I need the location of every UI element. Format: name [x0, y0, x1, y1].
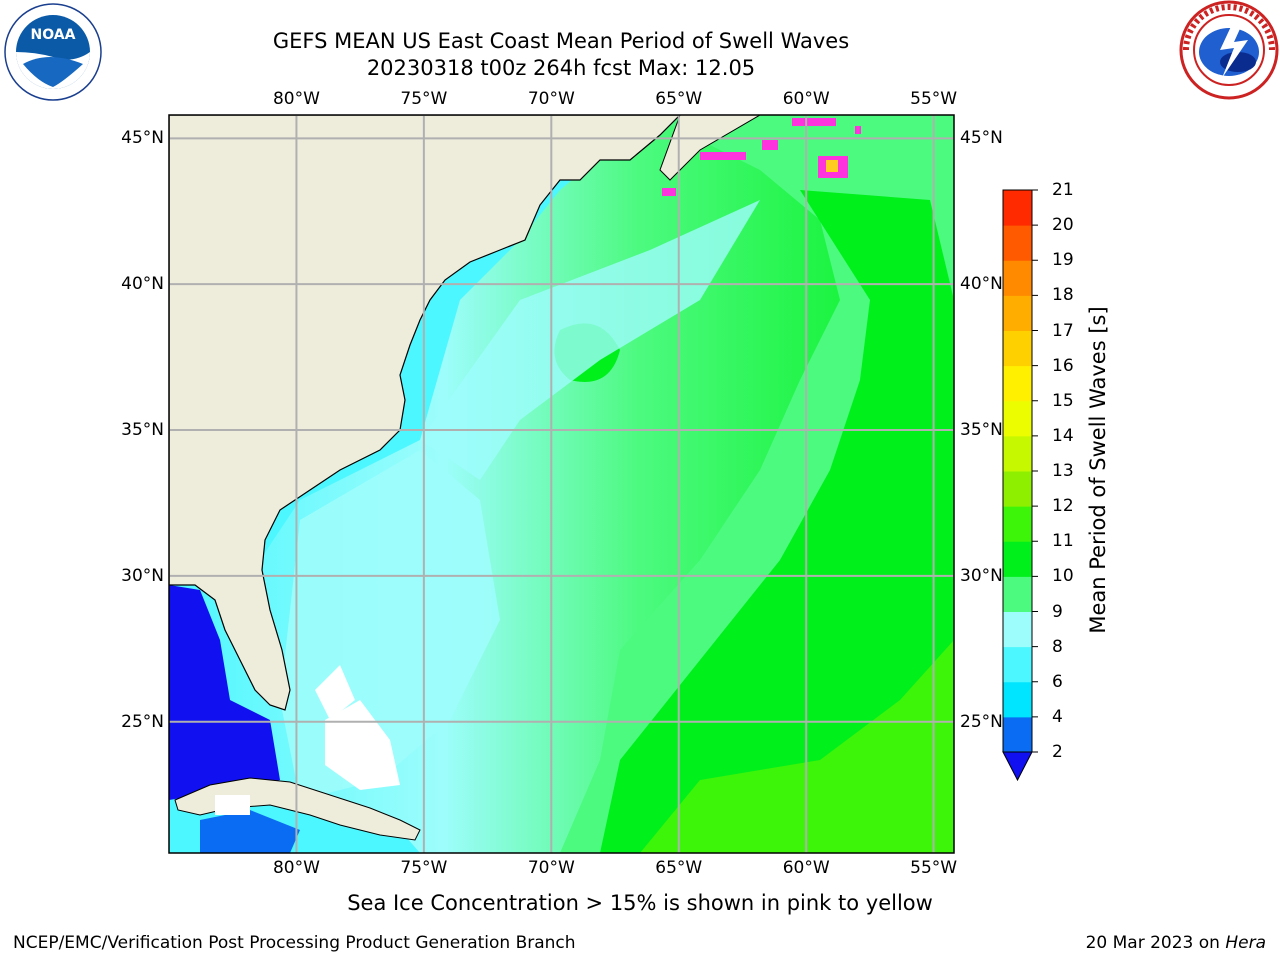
lat-label-left: 30°N [121, 565, 164, 586]
colorbar-segment [1003, 681, 1032, 718]
lon-label-bottom: 70°W [527, 858, 575, 878]
noaa-logo-text: NOAA [31, 27, 76, 43]
colorbar-segment [1003, 330, 1032, 367]
colorbar-tick-label: 8 [1052, 636, 1063, 657]
colorbar-tick-label: 14 [1052, 425, 1074, 446]
graticule [169, 115, 954, 853]
colorbar-segment [1003, 190, 1032, 226]
colorbar-tick-label: 11 [1052, 531, 1074, 552]
colorbar-segment [1003, 506, 1032, 542]
colorbar [1002, 189, 1038, 782]
lat-label-right: 45°N [960, 128, 1003, 149]
lon-label-bottom: 65°W [655, 858, 703, 878]
chart-title: GEFS MEAN US East Coast Mean Period of S… [272, 29, 850, 53]
colorbar-tick-label: 4 [1052, 706, 1063, 727]
colorbar-tick-label: 2 [1052, 742, 1063, 762]
colorbar-tick-label: 15 [1052, 390, 1074, 411]
cuba-coast-void [215, 795, 250, 815]
colorbar-tick-label: 9 [1052, 601, 1063, 622]
land-nova-scotia [659, 115, 761, 181]
swell-period-field [169, 115, 954, 853]
colorbar-segment [1003, 260, 1032, 296]
footer-date-text: 20 Mar 2023 on [1085, 933, 1226, 953]
lat-label-left: 45°N [121, 128, 164, 149]
colorbar-segment [1003, 365, 1032, 402]
nws-logo [1179, 0, 1279, 100]
lat-label-right: 25°N [960, 711, 1003, 732]
colorbar-tick-label: 21 [1052, 180, 1074, 200]
lon-label-bottom: 75°W [400, 858, 448, 878]
colorbar-tick-label: 10 [1052, 566, 1074, 587]
colorbar-segment [1003, 295, 1032, 331]
period-11-12-region [640, 640, 954, 853]
lon-label-bottom: 60°W [782, 858, 830, 878]
colorbar-segment [1003, 541, 1032, 577]
lat-label-right: 35°N [960, 420, 1003, 441]
lon-label-top: 65°W [655, 89, 703, 109]
lat-label-right: 40°N [960, 274, 1003, 295]
noaa-logo: NOAA [4, 3, 102, 101]
colorbar-tick-label: 17 [1052, 320, 1074, 341]
colorbar-segment [1003, 225, 1032, 261]
colorbar-tick-label: 6 [1052, 671, 1063, 692]
footer-credit: NCEP/EMC/Verification Post Processing Pr… [13, 933, 576, 953]
colorbar-under-arrow [1002, 751, 1033, 782]
colorbar-segment [1003, 435, 1032, 472]
lon-label-top: 70°W [527, 89, 575, 109]
lon-label-top: 60°W [782, 89, 830, 109]
colorbar-tick-label: 16 [1052, 355, 1074, 376]
sea-ice-note: Sea Ice Concentration > 15% is shown in … [347, 891, 933, 915]
colorbar-segment [1003, 611, 1032, 648]
colorbar-segment [1003, 716, 1032, 753]
lon-label-top: 75°W [400, 89, 448, 109]
colorbar-tick-label: 18 [1052, 285, 1074, 306]
lon-label-top: 80°W [272, 89, 320, 109]
lon-label-bottom: 80°W [272, 858, 320, 878]
bahamas-bank-north [315, 665, 355, 720]
lat-label-left: 25°N [121, 711, 164, 732]
colorbar-tick-label: 19 [1052, 250, 1074, 271]
lon-label-bottom: 55°W [910, 858, 958, 878]
colorbar-tick-label: 13 [1052, 461, 1074, 481]
period-10-11-region [600, 190, 954, 853]
colorbar-segment [1003, 576, 1032, 612]
colorbar-segment [1003, 400, 1032, 437]
colorbar-segment [1003, 646, 1032, 683]
footer-host: Hera [1225, 933, 1266, 953]
colorbar-tick-label: 20 [1052, 215, 1074, 236]
sea-ice-patches [662, 118, 861, 196]
colorbar-label: Mean Period of Swell Waves [s] [1086, 306, 1110, 634]
map-frame [168, 114, 955, 854]
lat-label-left: 40°N [121, 274, 164, 295]
midband-region-north [420, 200, 760, 480]
caribbean-low [200, 810, 300, 853]
lat-label-right: 30°N [960, 565, 1003, 586]
chart-subtitle: 20230318 t00z 264h fcst Max: 12.05 [366, 56, 756, 80]
colorbar-tick-label: 12 [1052, 496, 1074, 517]
lat-label-left: 35°N [121, 420, 164, 441]
gulf-low-period [169, 585, 280, 810]
footer-date: 20 Mar 2023 on Hera [1086, 933, 1266, 953]
lon-label-top: 55°W [910, 89, 958, 109]
colorbar-segment [1003, 471, 1032, 507]
